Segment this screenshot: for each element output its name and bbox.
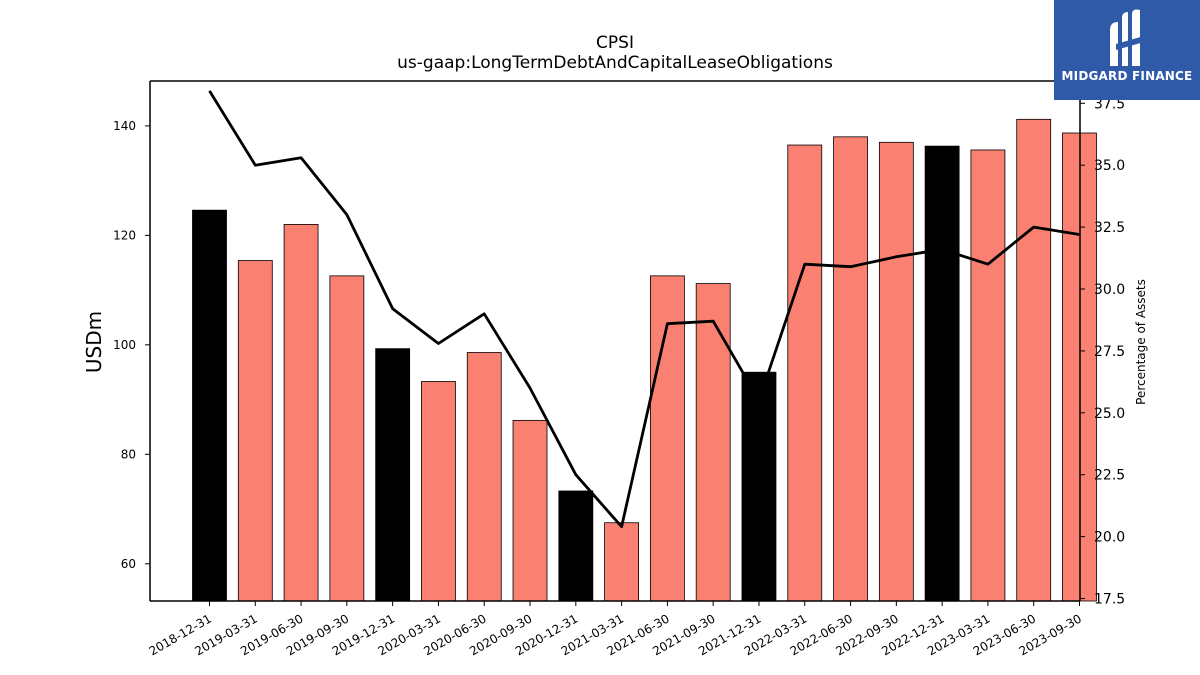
y-tick-label: 80	[121, 447, 136, 461]
bar-2022-03-31	[787, 144, 823, 602]
bar-2019-09-30	[329, 275, 365, 602]
bar-2019-12-31	[375, 348, 411, 602]
logo-text: MIDGARD FINANCE	[1061, 69, 1193, 83]
bar-2020-03-31	[421, 381, 456, 602]
bar-2022-09-30	[878, 141, 914, 602]
y-tick-label: 60	[121, 557, 136, 571]
bar-2020-09-30	[512, 419, 548, 602]
y2-tick-label: 20.0	[1094, 530, 1125, 546]
y-tick-label: 120	[113, 228, 136, 242]
y-axis-label: USDm	[82, 311, 106, 373]
bar-2021-09-30	[695, 283, 731, 602]
chart-title: CPSI	[596, 33, 634, 53]
bar-2021-12-31	[741, 371, 777, 602]
y2-tick-label: 32.5	[1094, 220, 1125, 236]
company-logo: MIDGARD FINANCE	[1054, 0, 1200, 100]
percentage-line	[208, 90, 1080, 529]
y2-axis-label: Percentage of Assets	[1134, 279, 1148, 405]
bar-2020-06-30	[466, 352, 502, 602]
bar-2022-06-30	[833, 136, 868, 602]
bar-2019-03-31	[237, 260, 273, 602]
logo-mark-icon	[1110, 9, 1144, 66]
y2-tick-label: 37.5	[1094, 96, 1125, 112]
bar-2022-12-31	[924, 145, 960, 602]
bar-2020-12-31	[558, 490, 594, 602]
y2-tick-label: 30.0	[1094, 282, 1125, 298]
bar-2018-12-31	[192, 209, 227, 602]
y2-tick-label: 17.5	[1094, 592, 1125, 608]
chart-subtitle: us-gaap:LongTermDebtAndCapitalLeaseOblig…	[397, 53, 833, 73]
y2-tick-label: 25.0	[1094, 406, 1125, 422]
y-tick-label: 140	[113, 119, 136, 133]
y-tick-label: 100	[113, 338, 136, 352]
y2-tick-label: 35.0	[1094, 158, 1125, 174]
bar-2023-06-30	[1016, 118, 1052, 602]
bar-2019-06-30	[283, 224, 319, 602]
bar-2023-03-31	[970, 149, 1006, 602]
bar-2021-03-31	[604, 522, 640, 602]
y2-tick-label: 22.5	[1094, 468, 1125, 484]
y2-tick-label: 27.5	[1094, 344, 1125, 360]
